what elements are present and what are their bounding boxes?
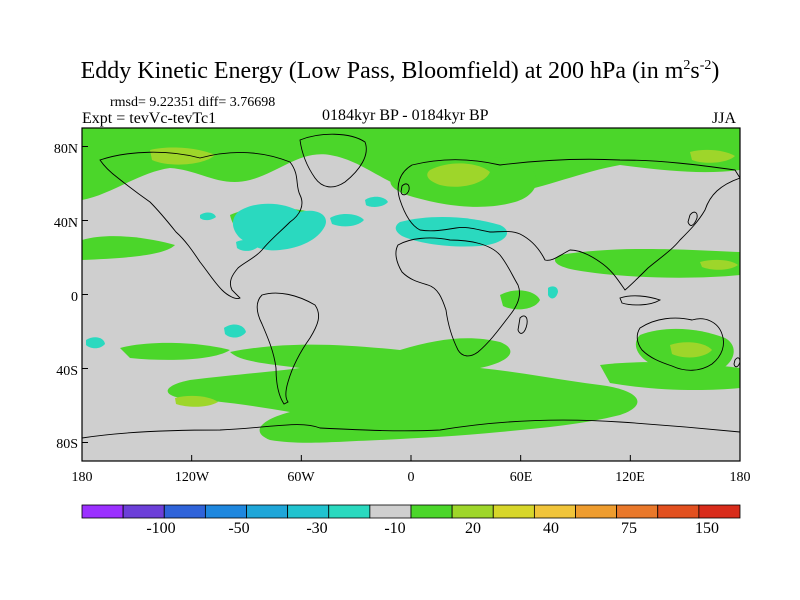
lon-label-120e: 120E xyxy=(615,470,645,485)
mediterranean-neg xyxy=(395,216,508,247)
lon-label-120w: 120W xyxy=(174,470,210,485)
lon-label-180e: 180 xyxy=(729,470,751,485)
north-america-neg xyxy=(232,203,326,251)
strong-positive-regions xyxy=(150,147,738,407)
atlantic-neg-1 xyxy=(330,214,364,227)
colorbar-label: -10 xyxy=(384,520,406,537)
negative-anomaly-regions xyxy=(86,196,558,349)
lon-label-0: 0 xyxy=(407,470,415,485)
lon-label-60w: 60W xyxy=(287,470,315,485)
map-field xyxy=(82,128,740,461)
colorbar-label: -30 xyxy=(306,520,328,537)
lat-label-80N: 80N xyxy=(53,142,78,157)
south-america-coast xyxy=(256,292,320,405)
siberia-strong xyxy=(690,149,735,163)
south-indian-blob xyxy=(600,362,740,391)
lat-label-40S: 40S xyxy=(56,364,78,379)
colorbar-label: -100 xyxy=(146,520,176,537)
south-america-neg xyxy=(224,324,246,338)
southern-band xyxy=(167,338,638,443)
lon-label-180w: 180 xyxy=(71,470,93,485)
atlantic-neg-2 xyxy=(365,196,388,207)
north-america-coast xyxy=(99,151,303,299)
south-pacific-blob xyxy=(120,342,230,360)
greenland-coast xyxy=(299,133,367,188)
antarctica-coast xyxy=(82,419,740,439)
west-pacific-band xyxy=(555,248,740,278)
plot-title: Eddy Kinetic Energy (Low Pass, Bloomfiel… xyxy=(80,58,720,84)
axis-ticks xyxy=(81,146,741,461)
period-label: 0184kyr BP - 0184kyr BP xyxy=(322,107,489,124)
colorbar-label: 20 xyxy=(465,520,481,537)
australia-coast xyxy=(636,317,724,371)
colorbar-label: -50 xyxy=(228,520,250,537)
arctic-band xyxy=(82,128,740,200)
stats-text: rmsd= 9.22351 diff= 3.76698 xyxy=(110,95,276,110)
indian-neg xyxy=(548,286,558,299)
experiment-label: Expt = tevVc-tevTc1 xyxy=(82,110,217,127)
africa-coast xyxy=(395,237,521,357)
japan-coast xyxy=(687,211,698,226)
pacific-strong xyxy=(700,259,738,270)
lat-label-0: 0 xyxy=(71,290,78,305)
gulf-neg xyxy=(236,239,258,251)
colorbar-label: 40 xyxy=(543,520,559,537)
lat-label-80S: 80S xyxy=(56,437,78,452)
scandinavia-strong xyxy=(427,163,490,187)
east-pacific-band xyxy=(82,236,175,260)
coastlines xyxy=(82,133,740,439)
madagascar-coast xyxy=(517,315,528,334)
indonesia-coast xyxy=(619,295,662,306)
pacific-neg-1 xyxy=(200,212,216,221)
south-atlantic-strong xyxy=(175,395,218,407)
colorbar-label: 75 xyxy=(621,520,637,537)
africa-blob xyxy=(500,290,540,310)
south-pacific-neg xyxy=(86,337,105,349)
colorbar-label: 150 xyxy=(695,520,719,537)
season-label: JJA xyxy=(712,110,737,127)
australia-strong xyxy=(670,342,712,358)
lat-label-40N: 40N xyxy=(53,216,78,231)
uk-coast xyxy=(400,183,410,196)
lon-label-60e: 60E xyxy=(509,470,533,485)
eurasia-coast xyxy=(397,158,740,291)
arctic-strong xyxy=(150,147,215,165)
